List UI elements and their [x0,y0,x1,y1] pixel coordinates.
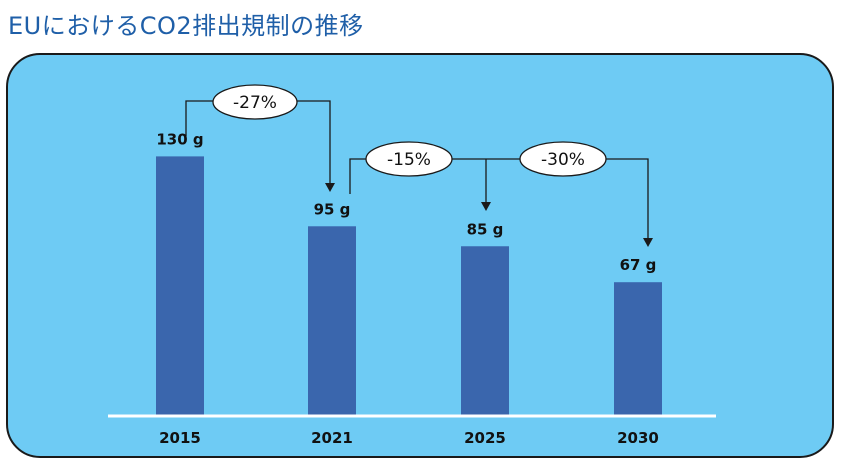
arrows-layer: -27% -15% -30% [185,84,653,247]
change-label-3: -30% [541,150,585,170]
bar-2015 [156,156,204,416]
arrowhead-icon [643,238,653,247]
bar-2030 [614,282,662,416]
value-label-2025: 85 g [467,220,504,238]
value-label-2030: 67 g [620,256,657,274]
change-label-1: -27% [233,93,277,113]
chart-panel: -27% -15% -30% 130 g 2015 95 g 2021 85 g 2025 67… [6,53,834,458]
labels-layer: 130 g 2015 95 g 2021 85 g 2025 67 g 2030 [156,130,659,447]
change-bubble-2 [365,141,453,177]
x-tick-2025: 2025 [464,429,506,447]
arrowhead-icon [325,183,335,192]
change-label-2: -15% [387,150,431,170]
x-tick-2030: 2030 [617,429,659,447]
bar-2021 [308,226,356,416]
x-tick-2021: 2021 [311,429,353,447]
x-tick-2015: 2015 [159,429,201,447]
value-label-2021: 95 g [314,200,351,218]
arrowhead-icon [481,202,491,211]
bar-chart: -27% -15% -30% 130 g 2015 95 g 2021 85 g 2025 67… [108,84,716,447]
change-arrow-2021-2030 [349,158,649,238]
bars-layer [156,156,662,416]
change-bubble-3 [519,141,607,177]
change-bubble-1 [212,84,298,120]
value-label-2015: 130 g [156,130,203,148]
page-title: EUにおけるCO2排出規制の推移 [8,12,364,40]
bar-2025 [461,246,509,416]
